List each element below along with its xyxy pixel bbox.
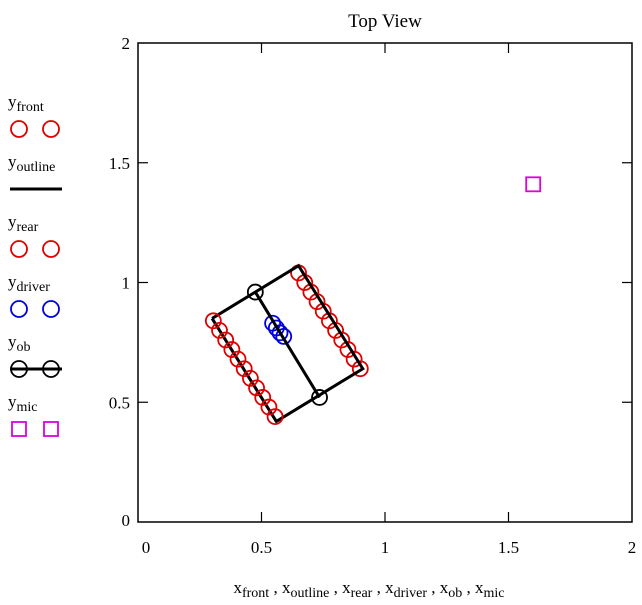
- legend-symbol: [10, 300, 60, 318]
- x-tick-label: 0: [142, 538, 151, 557]
- driver-point: [275, 327, 293, 345]
- y-tick-label: 1: [122, 274, 131, 293]
- rear-point: [266, 408, 284, 426]
- rear-point: [241, 369, 259, 387]
- legend-symbol: [10, 187, 62, 191]
- series-layer: [204, 176, 542, 426]
- legend-marker: [43, 421, 59, 437]
- legend-label: ydriver: [8, 272, 50, 295]
- plot-area: [137, 42, 633, 523]
- x-label-part: xob: [439, 578, 463, 601]
- legend-symbol: [10, 360, 62, 378]
- mic-point: [525, 176, 542, 193]
- x-label-part: xmic: [475, 578, 505, 601]
- legend-item-mic: ymic: [8, 392, 88, 452]
- x-label-part: xoutline: [281, 578, 330, 601]
- y-tick-label: 0: [122, 511, 131, 530]
- legend-marker: [10, 240, 28, 258]
- legend-marker: [42, 240, 60, 258]
- legend-label: yrear: [8, 212, 39, 235]
- chart-title: Top View: [348, 11, 422, 32]
- legend-label: yob: [8, 332, 31, 355]
- axis-ticks: 0 0.5 1 1.5 2 0 0.5 1 1.5 2: [109, 34, 637, 557]
- x-tick-label: 0.5: [251, 538, 272, 557]
- ob-line: [254, 291, 321, 399]
- legend: yfront youtline yrear ydriver yob ymic: [8, 92, 88, 452]
- legend-item-outline: youtline: [8, 152, 88, 212]
- rear-point: [235, 360, 253, 378]
- ob-point: [246, 283, 264, 301]
- outline-line: [210, 263, 365, 424]
- legend-label: yfront: [8, 92, 44, 115]
- legend-marker: [42, 360, 60, 378]
- rear-point: [248, 379, 265, 397]
- y-tick-label: 0.5: [109, 393, 130, 412]
- x-label-part: xfront: [233, 578, 270, 601]
- rear-point: [217, 331, 235, 349]
- legend-symbol: [10, 240, 60, 258]
- ob-point: [311, 389, 328, 406]
- rear-point: [204, 312, 222, 330]
- legend-symbol: [11, 421, 59, 437]
- x-label-part: xdriver: [385, 578, 428, 601]
- front-point: [339, 341, 357, 358]
- x-axis-label: xfront , xoutline , xrear , xdriver , xo…: [233, 578, 505, 601]
- front-point: [351, 360, 369, 378]
- legend-symbol: [10, 120, 60, 138]
- legend-marker: [10, 360, 28, 378]
- legend-marker: [10, 300, 28, 318]
- legend-marker: [42, 300, 60, 318]
- legend-marker: [10, 120, 28, 138]
- x-tick-label: 1: [381, 538, 390, 557]
- y-tick-label: 1.5: [109, 154, 130, 173]
- x-tick-label: 2: [628, 538, 637, 557]
- x-tick-label: 1.5: [498, 538, 519, 557]
- legend-item-front: yfront: [8, 92, 88, 152]
- legend-item-driver: ydriver: [8, 272, 88, 332]
- legend-label: ymic: [8, 392, 38, 415]
- y-tick-label: 2: [122, 34, 131, 53]
- legend-label: youtline: [8, 152, 56, 175]
- rear-point: [211, 321, 228, 339]
- legend-item-ob: yob: [8, 332, 88, 392]
- rear-point: [223, 341, 241, 358]
- legend-item-rear: yrear: [8, 212, 88, 272]
- x-label-part: xrear: [342, 578, 373, 601]
- rear-point: [229, 350, 247, 368]
- legend-marker: [42, 120, 60, 138]
- driver-point: [271, 324, 289, 342]
- legend-marker: [11, 421, 27, 437]
- rear-point: [260, 398, 278, 416]
- front-point: [345, 350, 363, 368]
- rear-point: [254, 389, 272, 406]
